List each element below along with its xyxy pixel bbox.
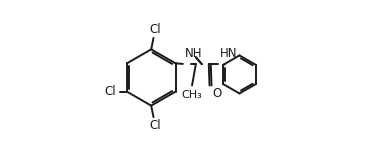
Text: HN: HN <box>219 47 237 60</box>
Text: NH: NH <box>184 47 202 60</box>
Text: CH₃: CH₃ <box>182 90 202 100</box>
Text: Cl: Cl <box>149 23 161 36</box>
Text: Cl: Cl <box>104 85 116 98</box>
Text: O: O <box>212 87 222 100</box>
Text: Cl: Cl <box>149 119 161 132</box>
